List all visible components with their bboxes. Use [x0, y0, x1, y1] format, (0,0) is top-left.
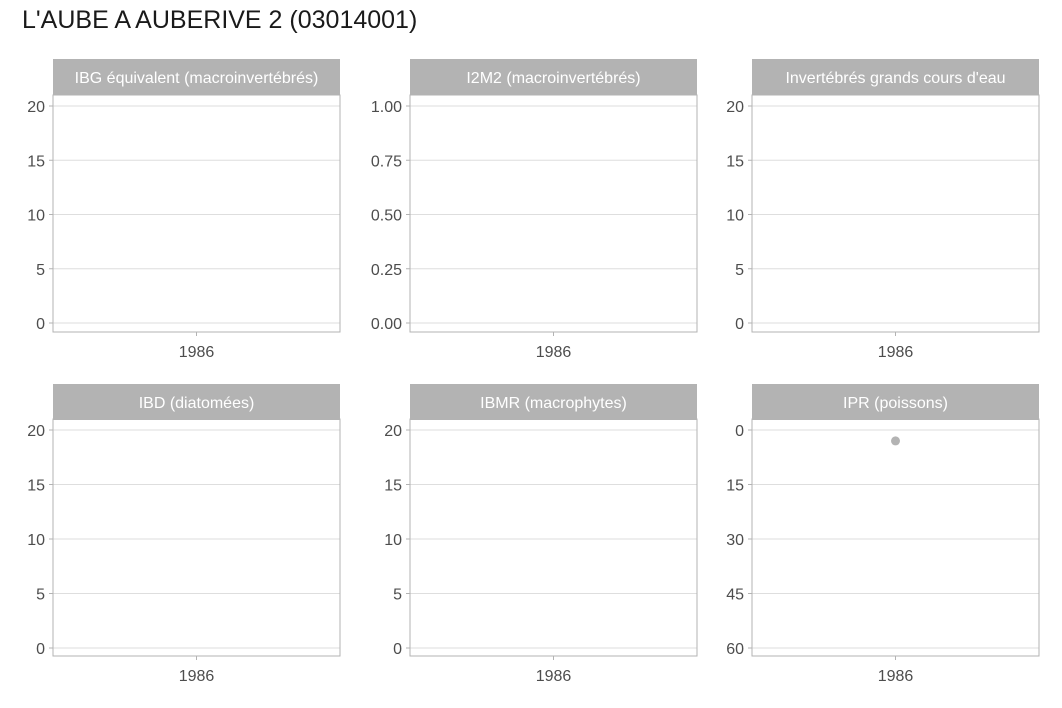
facet-strip: [53, 384, 340, 420]
facet-title: I2M2 (macroinvertébrés): [466, 70, 640, 87]
facet-strip: [410, 384, 697, 420]
y-tick-label: 20: [384, 423, 402, 440]
facet-panel: IPR (poissons) 0 15 30 45 60 1986: [726, 384, 1040, 685]
facet-title: IBMR (macrophytes): [480, 395, 627, 412]
panel-border: [751, 94, 1040, 333]
y-tick-label: 15: [384, 478, 402, 495]
y-tick-label: 15: [27, 153, 45, 170]
facet-title: IPR (poissons): [843, 395, 948, 412]
facet-title: Invertébrés grands cours d'eau: [785, 70, 1005, 87]
y-tick-label: 0.00: [371, 316, 402, 333]
x-tick-label: 1986: [179, 344, 215, 361]
page-title: L'AUBE A AUBERIVE 2 (03014001): [22, 6, 418, 34]
y-tick-label: 20: [726, 99, 744, 116]
facet-panel: Invertébrés grands cours d'eau 0 5 10 15 20 19…: [726, 59, 1040, 361]
y-tick-label: 1.00: [371, 99, 402, 116]
facet-strip: [752, 384, 1039, 420]
panel-border: [751, 418, 1040, 657]
panel-border: [52, 418, 341, 657]
facet-strip: [410, 59, 697, 95]
x-tick-label: 1986: [179, 668, 215, 685]
y-tick-label: 5: [36, 262, 45, 279]
y-tick-label: 0: [393, 641, 402, 658]
facet-panel: IBG équivalent (macroinvertébrés) 0 5 10 15 2…: [27, 59, 341, 361]
y-tick-label: 0.50: [371, 208, 402, 225]
y-tick-label: 0.75: [371, 153, 402, 170]
y-tick-label: 10: [27, 208, 45, 225]
y-tick-label: 5: [393, 587, 402, 604]
y-tick-label: 10: [27, 532, 45, 549]
y-tick-label: 10: [726, 208, 744, 225]
x-tick-label: 1986: [536, 344, 572, 361]
facet-title: IBD (diatomées): [139, 395, 255, 412]
panel-border: [52, 94, 341, 333]
y-tick-label: 0: [36, 316, 45, 333]
panel-border: [409, 418, 698, 657]
facet-title: IBG équivalent (macroinvertébrés): [75, 70, 319, 87]
y-tick-label: 45: [726, 587, 744, 604]
y-tick-label: 0: [735, 316, 744, 333]
y-tick-label: 20: [27, 423, 45, 440]
y-tick-label: 15: [726, 153, 744, 170]
panel-border: [409, 94, 698, 333]
x-tick-label: 1986: [878, 344, 914, 361]
y-tick-label: 0: [36, 641, 45, 658]
facet-strip: [752, 59, 1039, 95]
data-point: [891, 436, 900, 446]
y-tick-label: 10: [384, 532, 402, 549]
facet-panel: IBD (diatomées) 0 5 10 15 20 1986: [27, 384, 341, 685]
x-tick-label: 1986: [878, 668, 914, 685]
y-tick-label: 0: [735, 423, 744, 440]
y-tick-label: 5: [735, 262, 744, 279]
y-tick-label: 0.25: [371, 262, 402, 279]
y-tick-label: 5: [36, 587, 45, 604]
facet-strip: [53, 59, 340, 95]
y-tick-label: 20: [27, 99, 45, 116]
facet-panel: I2M2 (macroinvertébrés) 0.00 0.25 0.50 0.75 1…: [371, 59, 698, 361]
x-tick-label: 1986: [536, 668, 572, 685]
y-tick-label: 30: [726, 532, 744, 549]
y-tick-label: 15: [27, 478, 45, 495]
y-tick-label: 15: [726, 478, 744, 495]
y-tick-label: 60: [726, 641, 744, 658]
facet-panel: IBMR (macrophytes) 0 5 10 15 20 1986: [384, 384, 698, 685]
